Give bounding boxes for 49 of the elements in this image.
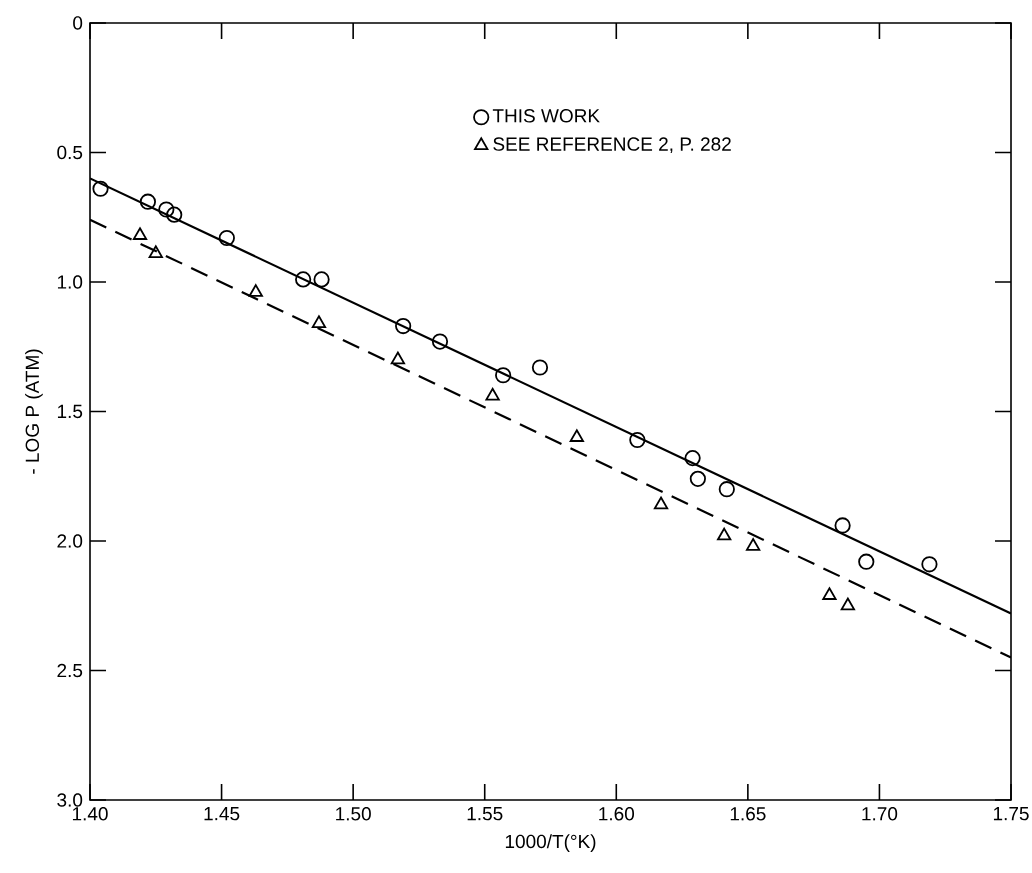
point [629,431,646,449]
x-tick-label: 1.50 [336,807,371,821]
point [248,284,263,297]
y-tick-label: 2.0 [57,534,83,548]
point [166,206,183,223]
y-tick-label: 0.5 [57,145,83,160]
legend-label: THIS WORK [492,109,600,123]
point [858,553,875,570]
point [311,315,327,328]
x-tick-label: 1.70 [862,807,898,821]
x-tick-label: 1.40 [72,807,108,821]
point [313,271,330,288]
point [132,227,148,240]
point [295,271,312,288]
point [485,387,500,401]
point [390,351,406,365]
legend-label: SEE REFERENCE 2, P. 282 [493,137,731,154]
y-tick-label: 0 [73,16,83,30]
x-tick-label: 1.45 [204,807,240,821]
point [495,367,512,384]
point [139,193,156,210]
point [689,470,706,487]
y-tick-label: 1.5 [57,404,83,419]
point [569,429,584,442]
x-axis-title: 1000/T(°K) [505,834,596,852]
point [431,333,449,350]
point [653,496,669,510]
point [395,317,412,335]
point [531,359,549,376]
x-tick-label: 1.60 [599,807,635,821]
point [834,517,851,534]
x-tick-label: 1.65 [730,807,766,821]
point [745,538,761,551]
y-axis-title: - LOG P (ATM) [25,349,43,474]
x-tick-label: 1.75 [993,807,1029,821]
point [822,587,837,600]
point [158,201,175,218]
point [218,229,235,247]
point [148,245,163,259]
point [717,527,732,541]
y-tick-label: 2.5 [57,663,83,678]
point [718,481,735,498]
point [92,180,109,197]
point [684,450,701,467]
point [840,597,855,611]
y-tick-label: 3.0 [57,793,83,807]
y-tick-label: 1.0 [57,275,83,289]
point [921,556,938,573]
x-tick-label: 1.55 [467,807,503,821]
